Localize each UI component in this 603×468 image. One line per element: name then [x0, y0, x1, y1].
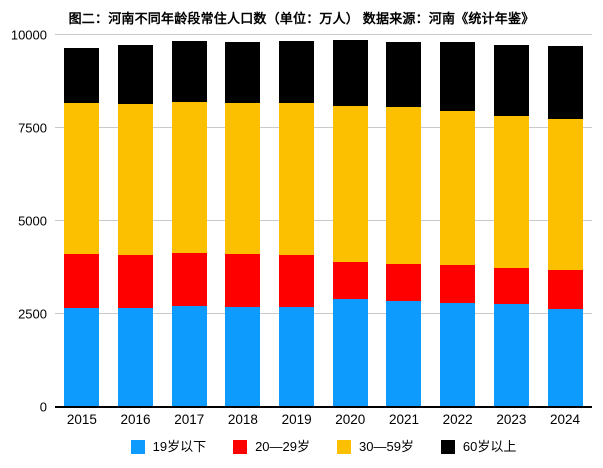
bar-segment-2020-19岁以下	[332, 298, 368, 407]
y-axis-tick-label: 5000	[18, 213, 47, 229]
bar-slot-2023	[485, 35, 539, 407]
bar-segment-2020-20—29岁	[332, 261, 368, 299]
bar-segment-2016-60岁以上	[118, 45, 154, 105]
legend-item-19岁以下: 19岁以下	[130, 439, 207, 454]
x-axis-tick-label-2020: 2020	[335, 412, 366, 427]
bar-segment-2019-20—29岁	[279, 255, 315, 307]
y-axis-tick-label: 2500	[18, 306, 47, 322]
bar-slot-2017	[162, 35, 216, 407]
bar-segment-2019-19岁以下	[279, 306, 315, 407]
bar-slot-2016	[109, 35, 163, 407]
legend: 19岁以下 20—29岁 30—59岁 60岁以上	[55, 440, 592, 454]
bar-2019	[279, 35, 315, 407]
x-axis-tick-label-2019: 2019	[281, 412, 312, 427]
bar-slot-2021	[377, 35, 431, 407]
bar-2015	[64, 35, 100, 407]
bar-segment-2018-20—29岁	[225, 254, 261, 307]
bar-segment-2015-19岁以下	[64, 308, 100, 407]
bar-segment-2017-20—29岁	[171, 252, 207, 306]
x-axis-labels: 2015 2016 2017 2018 2019 2020 2021 2022 2023 2024	[55, 407, 592, 433]
bar-slot-2020	[323, 35, 377, 407]
bar-segment-2021-30—59岁	[386, 107, 422, 264]
bar-segment-2021-19岁以下	[386, 300, 422, 407]
gridline-5000	[55, 220, 592, 221]
bar-segment-2016-20—29岁	[118, 254, 154, 308]
bar-segment-2015-60岁以上	[64, 48, 100, 104]
bar-segment-2023-30—59岁	[493, 116, 529, 268]
legend-swatch-icon	[337, 440, 351, 454]
bar-segment-2022-20—29岁	[440, 264, 476, 303]
legend-label: 60岁以上	[462, 439, 517, 454]
gridline-10000	[55, 34, 592, 35]
bar-2018	[225, 35, 261, 407]
x-axis-tick-label-2018: 2018	[227, 412, 258, 427]
chart-title: 图二：河南不同年龄段常住人口数（单位：万人） 数据来源：河南《统计年鉴》	[68, 11, 535, 26]
bar-2022	[440, 35, 476, 407]
bar-slot-2019	[270, 35, 324, 407]
bar-segment-2021-20—29岁	[386, 263, 422, 301]
bar-segment-2017-60岁以上	[171, 41, 207, 103]
bar-segment-2019-30—59岁	[279, 103, 315, 256]
bar-segment-2015-20—29岁	[64, 254, 100, 309]
y-axis-tick-label: 0	[39, 399, 47, 415]
bar-segment-2023-19岁以下	[493, 303, 529, 407]
bar-2024	[547, 35, 583, 407]
x-axis-tick-label-2017: 2017	[174, 412, 205, 427]
legend-swatch-icon	[233, 440, 248, 454]
x-axis-tick-label-2021: 2021	[388, 412, 419, 427]
bar-2021	[386, 35, 422, 407]
bar-segment-2024-20—29岁	[547, 269, 583, 309]
bar-2023	[493, 35, 529, 407]
bar-segment-2016-30—59岁	[118, 104, 154, 255]
legend-item-20—29岁: 20—29岁	[233, 440, 310, 454]
gridline-7500	[55, 127, 592, 128]
bar-segment-2017-19岁以下	[171, 305, 207, 407]
bar-2017	[171, 35, 207, 407]
plot-area: 0 2500 5000 7500 10000	[11, 29, 592, 414]
bar-segment-2015-30—59岁	[64, 103, 100, 255]
bar-slot-2015	[55, 35, 109, 407]
legend-label: 19岁以下	[152, 439, 207, 454]
bar-segment-2019-60岁以上	[279, 40, 315, 104]
bar-segment-2023-60岁以上	[493, 44, 529, 117]
bar-segment-2020-30—59岁	[332, 106, 368, 262]
bar-segment-2018-19岁以下	[225, 306, 261, 407]
bar-segment-2016-19岁以下	[118, 307, 154, 407]
x-axis-tick-label-2016: 2016	[120, 412, 151, 427]
x-axis-tick-label-2015: 2015	[66, 412, 97, 427]
bar-segment-2022-19岁以下	[440, 302, 476, 407]
legend-label: 30—59岁	[359, 439, 414, 454]
x-axis-tick-label-2024: 2024	[550, 412, 581, 427]
bar-segment-2021-60岁以上	[386, 42, 422, 108]
bar-segment-2017-30—59岁	[171, 102, 207, 253]
legend-item-30—59岁: 30—59岁	[337, 440, 414, 454]
x-axis-tick-label-2023: 2023	[496, 412, 527, 427]
bars-container	[55, 35, 592, 407]
legend-swatch-icon	[440, 440, 455, 454]
bar-segment-2024-19岁以下	[547, 308, 583, 407]
gridline-2500	[55, 313, 592, 314]
bar-segment-2018-30—59岁	[225, 103, 261, 255]
legend-item-60岁以上: 60岁以上	[440, 439, 517, 454]
bar-segment-2024-30—59岁	[547, 119, 583, 270]
bar-slot-2024	[538, 35, 592, 407]
bar-slot-2022	[431, 35, 485, 407]
bar-segment-2022-60岁以上	[440, 42, 476, 111]
bar-2020	[332, 35, 368, 407]
bar-2016	[118, 35, 154, 407]
y-axis-tick-label: 7500	[18, 120, 47, 136]
bar-slot-2018	[216, 35, 270, 407]
legend-swatch-icon	[130, 440, 145, 454]
bar-segment-2018-60岁以上	[225, 42, 261, 104]
x-axis-line	[55, 406, 592, 408]
legend-label: 20—29岁	[255, 439, 310, 454]
bar-segment-2024-60岁以上	[547, 45, 583, 120]
bar-segment-2020-60岁以上	[332, 39, 368, 107]
y-axis-tick-label: 10000	[10, 27, 47, 43]
bar-segment-2023-20—29岁	[493, 267, 529, 304]
x-axis-tick-label-2022: 2022	[442, 412, 473, 427]
bar-segment-2022-30—59岁	[440, 110, 476, 265]
